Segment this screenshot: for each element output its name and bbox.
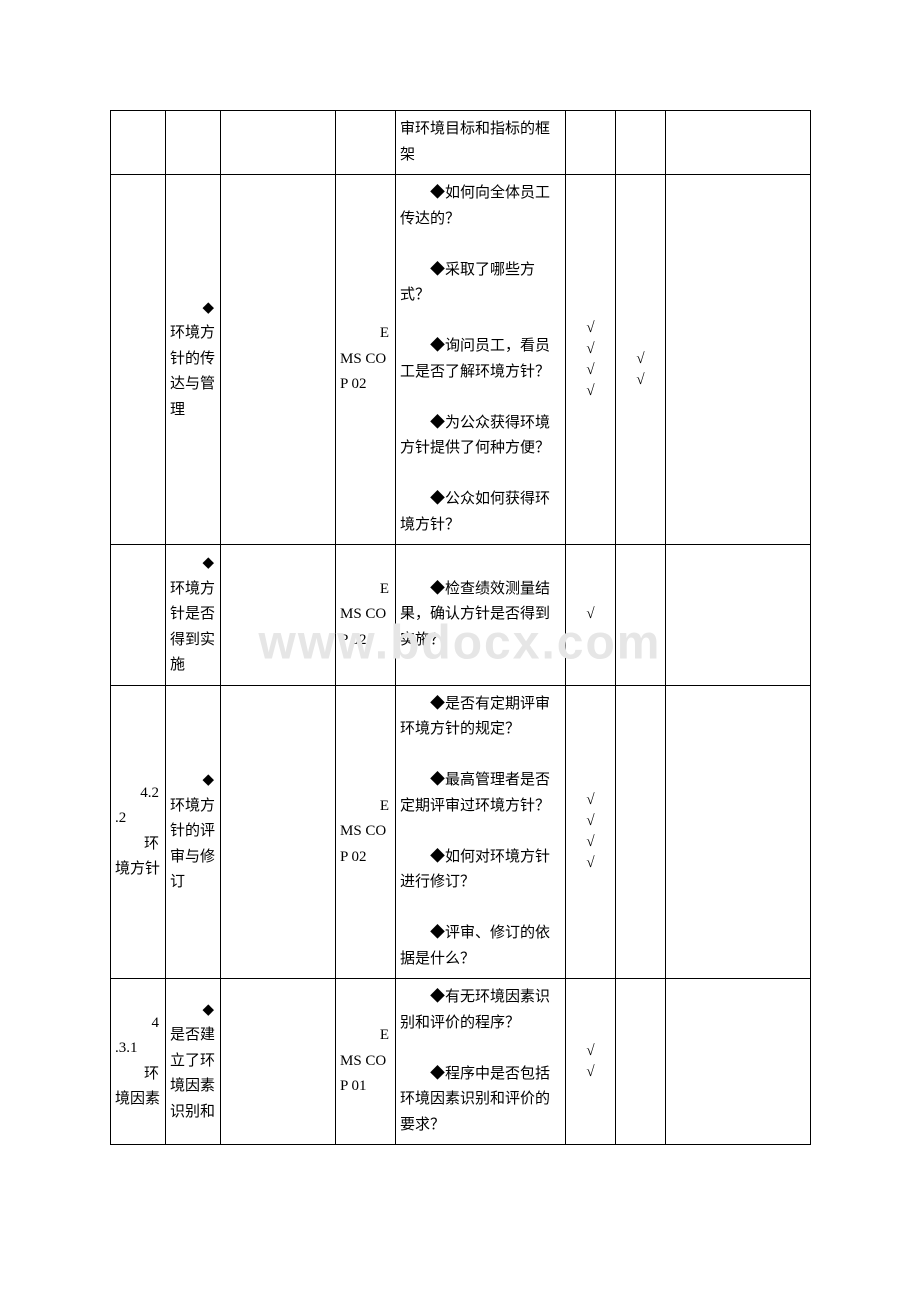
audit-checklist-table: 审环境目标和指标的框架 ◆ ◆环境方针的传达与管理 环境方针的传达与管理 EMS… xyxy=(110,110,811,1145)
cell-remark xyxy=(666,175,811,545)
cell-remark xyxy=(666,111,811,175)
cell-blank xyxy=(221,979,336,1145)
cell-doc: EMS COP 02 EMS COP 02 xyxy=(336,175,396,545)
diamond-icon: ◆ xyxy=(170,768,216,794)
cell-check-a: √ √ √ √ xyxy=(566,175,616,545)
table-row: 审环境目标和指标的框架 xyxy=(111,111,811,175)
cell-remark xyxy=(666,685,811,979)
cell-item xyxy=(166,111,221,175)
cell-question: ◆是否有定期评审环境方针的规定？ ◆最高管理者是否定期评审过环境方针？ ◆如何对… xyxy=(396,685,566,979)
cell-clause xyxy=(111,111,166,175)
cell-blank xyxy=(221,685,336,979)
cell-doc: EMS COP 01 EMS COP 01 xyxy=(336,979,396,1145)
cell-doc: EMS COP 02 EMS COP 02 xyxy=(336,685,396,979)
cell-question: ◆检查绩效测量结果，确认方针是否得到实施？ xyxy=(396,545,566,686)
cell-item: ◆ 是否建立了环境因素识别和 ◆是否建立了环境因素识别和 xyxy=(166,979,221,1145)
cell-check-a: √ √ √ √ xyxy=(566,685,616,979)
cell-clause xyxy=(111,545,166,686)
cell-check-b: √ √ xyxy=(616,175,666,545)
cell-question: ◆如何向全体员工传达的？ ◆采取了哪些方式？ ◆询问员工，看员工是否了解环境方针… xyxy=(396,175,566,545)
cell-doc xyxy=(336,111,396,175)
cell-remark xyxy=(666,979,811,1145)
diamond-icon: ◆ xyxy=(170,998,216,1024)
diamond-icon: ◆ xyxy=(170,551,216,577)
cell-blank xyxy=(221,545,336,686)
cell-check-a: √ xyxy=(566,545,616,686)
cell-question: 审环境目标和指标的框架 xyxy=(396,111,566,175)
table-row: ◆ 环境方针是否得到实施 ◆环境方针是否得到实施 EMS COP 02 EMS … xyxy=(111,545,811,686)
cell-clause xyxy=(111,175,166,545)
cell-clause: 4.2.2 环境方针 环境方针 xyxy=(111,685,166,979)
cell-item: ◆ 环境方针是否得到实施 ◆环境方针是否得到实施 xyxy=(166,545,221,686)
cell-item: ◆ ◆环境方针的传达与管理 环境方针的传达与管理 xyxy=(166,175,221,545)
cell-remark xyxy=(666,545,811,686)
cell-question: ◆有无环境因素识别和评价的程序？ ◆程序中是否包括环境因素识别和评价的要求？ xyxy=(396,979,566,1145)
cell-check-a: √ √ xyxy=(566,979,616,1145)
cell-check-b xyxy=(616,111,666,175)
cell-check-a xyxy=(566,111,616,175)
cell-blank xyxy=(221,175,336,545)
cell-clause: 4.3.1 环境因素 4.3.1 环境因素 xyxy=(111,979,166,1145)
cell-item: ◆ 环境方针的评审与修订 ◆环境方针的评审与修订 xyxy=(166,685,221,979)
cell-check-b xyxy=(616,979,666,1145)
table-row: 4.3.1 环境因素 4.3.1 环境因素 ◆ 是否建立了环境因素识别和 ◆是否… xyxy=(111,979,811,1145)
table-row: 4.2.2 环境方针 环境方针 ◆ 环境方针的评审与修订 ◆环境方针的评审与修订… xyxy=(111,685,811,979)
cell-check-b xyxy=(616,685,666,979)
diamond-icon: ◆ xyxy=(170,296,216,322)
cell-blank xyxy=(221,111,336,175)
cell-doc: EMS COP 02 EMS COP 02 xyxy=(336,545,396,686)
table-row: ◆ ◆环境方针的传达与管理 环境方针的传达与管理 EMS COP 02 EMS … xyxy=(111,175,811,545)
cell-check-b xyxy=(616,545,666,686)
